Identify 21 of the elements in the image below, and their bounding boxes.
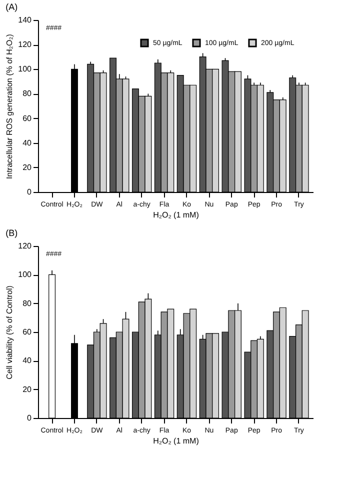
y-axis-title: Cell viability (% of Control) — [5, 285, 14, 380]
y-tick-label: 40 — [22, 356, 32, 366]
y-tick-label: 100 — [18, 270, 32, 280]
y-tick-label: 140 — [18, 16, 32, 24]
y-tick-label: 120 — [18, 242, 32, 250]
y-tick-label: 60 — [22, 328, 32, 336]
y-tick-label: 80 — [22, 89, 32, 98]
y-tick-label: 100 — [18, 64, 32, 74]
y-tick-label: 120 — [18, 40, 32, 50]
y-tick-label: 20 — [22, 162, 32, 172]
y-tick-label: 80 — [22, 298, 32, 308]
y-axis-title: Intracellular ROS generation (% of H₂O₂) — [5, 34, 14, 179]
y-tick-label: 60 — [22, 114, 32, 123]
y-tick-label: 40 — [22, 138, 32, 148]
y-tick-label: 20 — [22, 384, 32, 394]
y-tick-label: 0 — [27, 414, 32, 422]
x-axis-title: H₂O₂ (1 mM) — [153, 436, 200, 446]
x-axis-title: H₂O₂ (1 mM) — [153, 210, 200, 220]
chart-title: (A) — [6, 2, 18, 12]
chart-title: (B) — [6, 228, 18, 238]
y-tick-label: 0 — [27, 188, 32, 196]
